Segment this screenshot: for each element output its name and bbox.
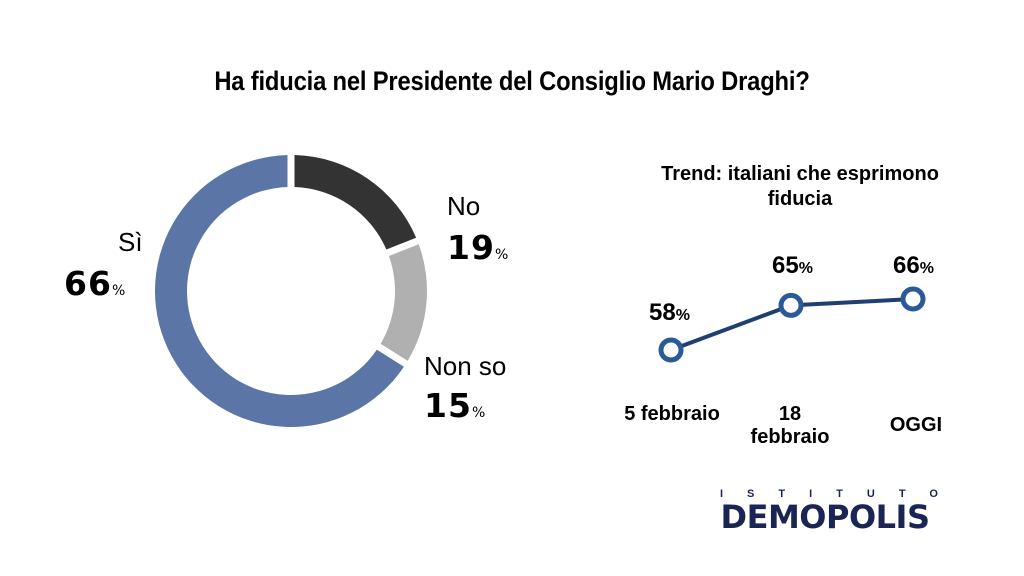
slice-value-si: 66%	[64, 264, 125, 303]
trend-value-1-unit: %	[798, 260, 813, 277]
trend-xlabel-0: 5 febbraio	[624, 403, 720, 425]
donut-slice-no	[294, 155, 417, 250]
trend-point-0	[658, 337, 684, 363]
logo-main-text: DEMOPOLIS	[720, 498, 930, 536]
trend-value-2-unit: %	[919, 260, 934, 277]
trend-value-2-number: 66	[893, 252, 920, 279]
slice-value-no-unit: %	[494, 247, 509, 263]
trend-value-0: 58%	[649, 299, 690, 327]
slice-value-nonso-unit: %	[471, 405, 486, 421]
trend-value-1: 65%	[772, 252, 813, 280]
demopolis-logo: ISTITUTO DEMOPOLIS	[700, 488, 950, 536]
trend-value-2: 66%	[893, 252, 934, 280]
donut-slice-nonso	[380, 244, 427, 361]
trend-point-1	[778, 292, 804, 318]
slice-value-no-number: 19	[447, 228, 495, 267]
slice-value-si-unit: %	[111, 283, 126, 299]
slice-label-si: Sì	[118, 227, 143, 257]
trend-title: Trend: italiani che esprimono fiducia	[661, 163, 939, 210]
trend-xlabel-2: OGGI	[889, 414, 943, 436]
logo-top-text: ISTITUTO	[720, 488, 962, 500]
trend-value-0-number: 58	[649, 299, 676, 326]
chart-title: Ha fiducia nel Presidente del Consiglio …	[214, 66, 810, 96]
slice-value-nonso: 15%	[424, 386, 485, 425]
slice-value-no: 19%	[447, 228, 508, 267]
trend-value-1-number: 65	[772, 252, 799, 279]
slice-value-nonso-number: 15	[424, 386, 472, 425]
trend-value-0-unit: %	[675, 307, 690, 324]
slice-value-si-number: 66	[64, 264, 112, 303]
slice-label-no: No	[447, 191, 481, 221]
slice-label-nonso: Non so	[424, 351, 507, 381]
trend-xlabel-1: 18 febbraio	[750, 403, 830, 448]
trend-point-2	[900, 286, 926, 312]
